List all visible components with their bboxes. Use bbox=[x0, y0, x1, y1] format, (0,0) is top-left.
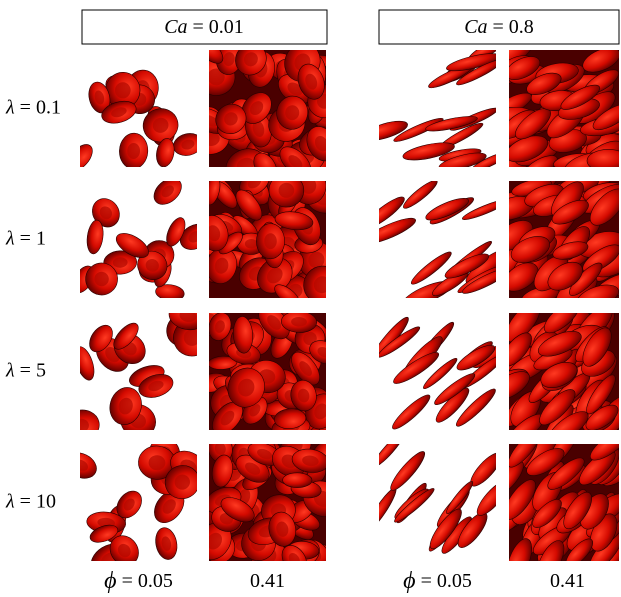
panels bbox=[59, 27, 621, 585]
row-label: λ = 1 bbox=[5, 227, 46, 249]
panel-image bbox=[69, 173, 215, 302]
row-label: λ = 10 bbox=[5, 490, 56, 512]
panel-image bbox=[63, 50, 205, 175]
panel-image bbox=[191, 425, 348, 580]
panel-image bbox=[362, 177, 511, 311]
panel-image bbox=[61, 433, 212, 582]
panel-image bbox=[361, 35, 511, 174]
panel-image bbox=[188, 34, 343, 190]
column-header: Ca = 0.8 bbox=[464, 16, 534, 38]
figure: Ca = 0.01 Ca = 0.8 λ = 0.1 λ = 1 λ = 5 λ = … bbox=[0, 0, 621, 597]
column-label: ϕ = 0.05 bbox=[104, 568, 173, 594]
panel-image bbox=[363, 429, 513, 561]
panel-image bbox=[487, 159, 621, 313]
panel-image bbox=[59, 299, 217, 446]
panel-image bbox=[490, 422, 621, 585]
panel-image bbox=[368, 313, 512, 433]
row-label: λ = 5 bbox=[5, 359, 46, 381]
panel-image bbox=[488, 27, 621, 183]
column-label: ϕ = 0.05 bbox=[403, 568, 472, 594]
column-label: 0.41 bbox=[250, 570, 285, 592]
cell bbox=[283, 473, 313, 488]
cell-dimple bbox=[245, 239, 258, 249]
panel-image bbox=[192, 163, 348, 311]
row-label: λ = 0.1 bbox=[5, 96, 61, 118]
panel-image bbox=[484, 296, 621, 450]
column-header: Ca = 0.01 bbox=[164, 16, 244, 38]
column-label: 0.41 bbox=[550, 570, 585, 592]
panel-image bbox=[190, 297, 342, 447]
